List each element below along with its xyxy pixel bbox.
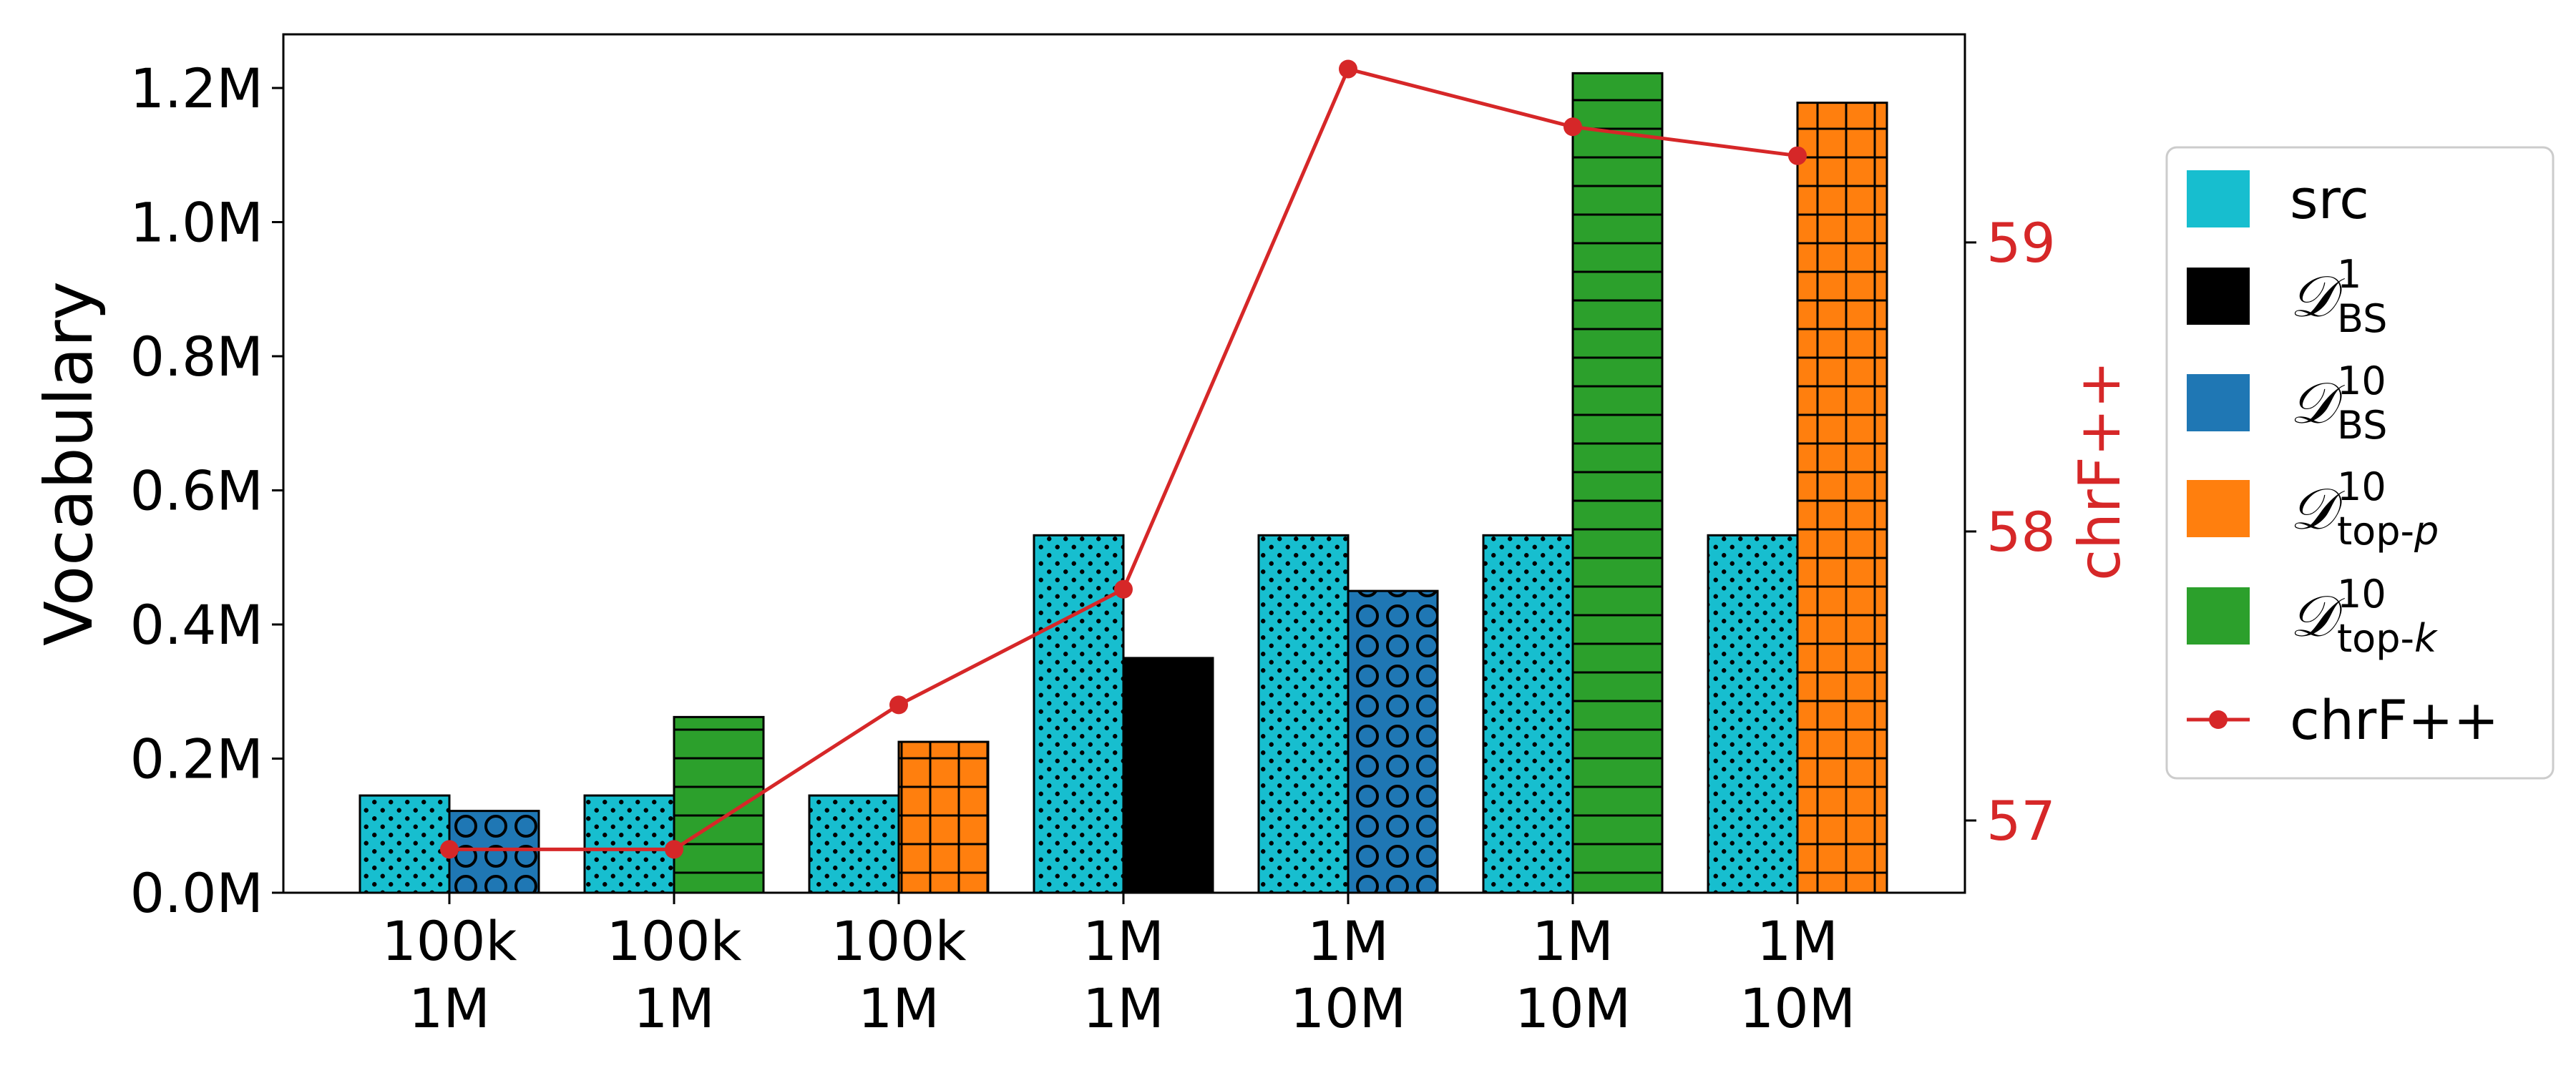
legend-swatch-bs1	[2187, 268, 2250, 325]
y-tick-label: 0.4M	[130, 593, 263, 657]
chrf-point-3	[889, 695, 908, 715]
x-tick-label-top: 1M	[1083, 909, 1164, 973]
chrf-point-6	[1563, 117, 1582, 137]
legend-swatch-src	[2187, 170, 2250, 227]
bar-topk10-2	[673, 715, 765, 894]
y2-axis-label: chrF++	[2067, 361, 2133, 581]
bar-bs10-1	[448, 810, 540, 894]
y-axis-right: 57 58 59	[1965, 211, 2056, 853]
x-tick-label-top: 1M	[1307, 909, 1389, 973]
y2-tick-label: 57	[1986, 789, 2056, 853]
legend-label-sup-topk10: 10	[2337, 572, 2386, 617]
x-tick-label-top: 100k	[606, 909, 741, 973]
legend-label-chrf: chrF++	[2290, 688, 2499, 752]
legend-label-sup-bs10: 10	[2337, 358, 2386, 403]
chrf-point-5	[1339, 59, 1357, 79]
x-tick-label-bottom: 1M	[1083, 976, 1164, 1040]
x-tick-label-top: 100k	[381, 909, 517, 973]
legend-label-sub-topk10: top-k	[2337, 616, 2439, 661]
legend-label-sup-topp10: 10	[2337, 464, 2386, 509]
x-tick-label-bottom: 10M	[1515, 976, 1631, 1040]
legend-label-sub-bs10: BS	[2337, 403, 2387, 448]
y-tick-label: 0.6M	[130, 459, 263, 523]
x-tick-label-bottom: 10M	[1740, 976, 1855, 1040]
legend-box	[2165, 146, 2555, 780]
legend-marker-chrf	[2209, 710, 2228, 729]
bar-topk10-6	[1571, 72, 1664, 894]
x-tick-label-bottom: 1M	[633, 976, 715, 1040]
x-tick-label-bottom: 1M	[409, 976, 490, 1040]
x-tick-label-bottom: 1M	[858, 976, 940, 1040]
bar-src-3	[808, 794, 900, 894]
legend-label-sup-bs1: 1	[2337, 252, 2361, 297]
y-tick-label: 1.0M	[130, 191, 263, 255]
y-tick-label: 1.2M	[130, 57, 263, 120]
y-axis-label: Vocabulary	[31, 281, 107, 646]
y-tick-label: 0.0M	[130, 861, 263, 925]
bar-src-2	[583, 794, 675, 894]
x-tick-label-top: 1M	[1757, 909, 1838, 973]
y-tick-label: 0.2M	[130, 727, 263, 791]
x-tick-label-bottom: 10M	[1290, 976, 1406, 1040]
y-axis-left: 0.0M 0.2M 0.4M 0.6M 0.8M 1.0M 1.2M	[130, 57, 283, 925]
legend-swatch-topp10	[2187, 480, 2250, 537]
y-tick-label: 0.8M	[130, 325, 263, 388]
legend-label-sub-bs1: BS	[2337, 296, 2387, 341]
bar-bs1-4	[1122, 657, 1214, 894]
bar-src-5	[1257, 534, 1350, 894]
chrf-point-4	[1114, 579, 1133, 599]
bar-src-7	[1707, 534, 1799, 894]
chrf-point-7	[1788, 146, 1807, 165]
chrf-point-1	[440, 840, 459, 859]
bar-src-6	[1482, 534, 1574, 894]
bar-topp10-3	[897, 740, 990, 894]
legend-label-sub-topp10: top-p	[2337, 509, 2439, 554]
bar-src-4	[1033, 534, 1125, 894]
bar-bs10-5	[1347, 589, 1439, 894]
legend-swatch-topk10	[2187, 587, 2250, 645]
bars	[358, 72, 1888, 894]
y2-tick-label: 58	[1986, 500, 2056, 564]
chrf-point-2	[665, 840, 683, 859]
legend-label-src: src	[2290, 167, 2369, 231]
bar-topp10-7	[1796, 102, 1888, 894]
x-tick-label-top: 1M	[1532, 909, 1614, 973]
chrf-line	[440, 59, 1807, 859]
legend-swatch-bs10	[2187, 374, 2250, 431]
y2-tick-label: 59	[1986, 211, 2056, 275]
x-tick-label-top: 100k	[831, 909, 966, 973]
bar-src-1	[358, 794, 451, 894]
